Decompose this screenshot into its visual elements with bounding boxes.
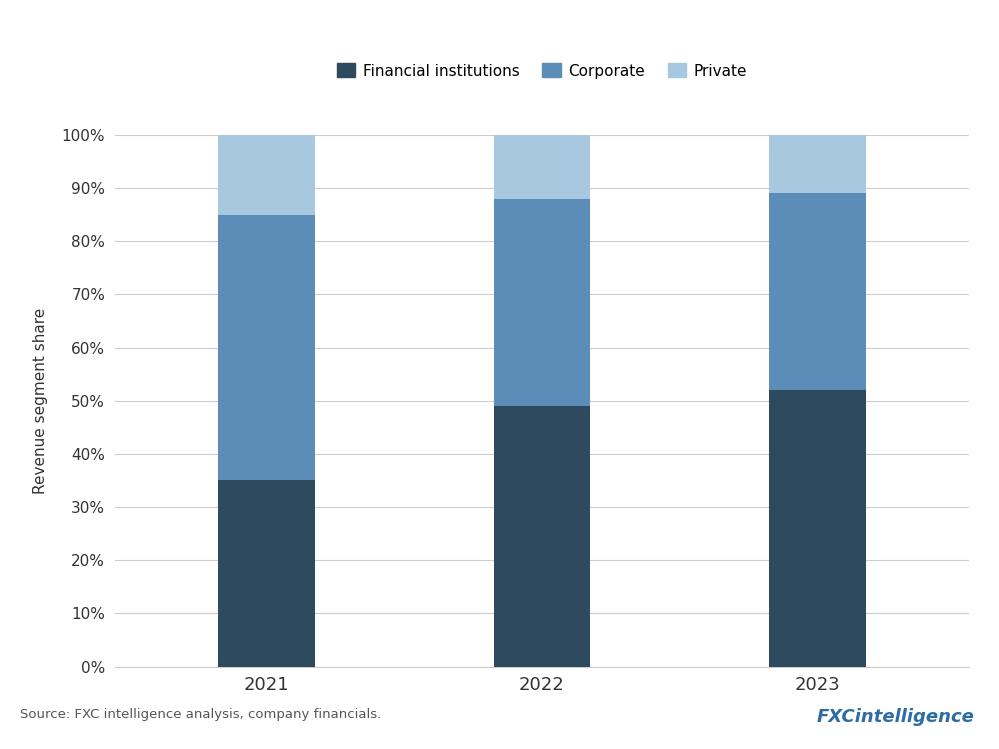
Bar <box>769 135 866 193</box>
Y-axis label: Revenue segment share: Revenue segment share <box>33 308 48 494</box>
Text: Source: FXC intelligence analysis, company financials.: Source: FXC intelligence analysis, compa… <box>20 708 382 721</box>
Text: Moneycorp annual revenues split by segment, 2021-2023: Moneycorp annual revenues split by segme… <box>22 84 543 102</box>
Bar <box>494 406 590 667</box>
Bar <box>494 135 590 198</box>
Bar <box>769 390 866 667</box>
Bar <box>494 198 590 406</box>
Bar <box>218 481 315 667</box>
Bar <box>218 215 315 481</box>
Text: FXCintelligence: FXCintelligence <box>816 708 974 726</box>
Bar <box>769 193 866 390</box>
Text: FIs now account for more than 50% of Moneycorp’s revenues: FIs now account for more than 50% of Mon… <box>22 23 982 51</box>
Legend: Financial institutions, Corporate, Private: Financial institutions, Corporate, Priva… <box>331 58 753 85</box>
Bar <box>218 135 315 214</box>
